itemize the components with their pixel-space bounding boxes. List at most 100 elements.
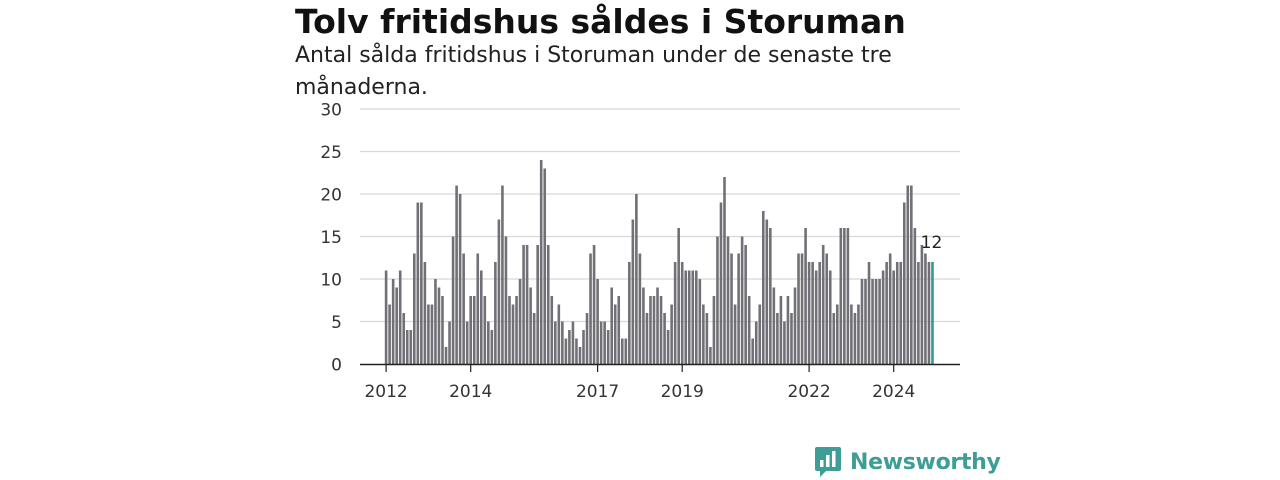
bar xyxy=(807,262,811,364)
bar xyxy=(712,296,716,364)
bar xyxy=(645,313,649,364)
x-tick-label: 2012 xyxy=(364,382,407,402)
bar xyxy=(434,279,437,364)
bar xyxy=(416,202,420,364)
bar xyxy=(472,296,476,364)
bar xyxy=(539,160,543,364)
bar xyxy=(839,228,843,364)
bar xyxy=(786,296,790,364)
bar xyxy=(441,296,444,364)
bar xyxy=(384,270,388,364)
bar xyxy=(702,304,705,364)
bar xyxy=(828,270,832,364)
bar xyxy=(737,253,740,364)
bar xyxy=(677,228,680,364)
bar xyxy=(642,287,645,364)
bar xyxy=(874,279,878,364)
x-tick-label: 2022 xyxy=(787,382,830,402)
bar xyxy=(395,287,398,364)
bar xyxy=(469,296,472,364)
bar xyxy=(522,245,525,364)
bar xyxy=(589,253,592,364)
bar xyxy=(818,262,821,364)
bar xyxy=(451,236,455,364)
bar xyxy=(649,296,652,364)
bar xyxy=(843,228,846,364)
bar xyxy=(917,262,920,364)
bar xyxy=(427,304,430,364)
bar xyxy=(751,338,754,364)
bar xyxy=(680,262,684,364)
y-tick-label: 5 xyxy=(331,313,342,333)
bar xyxy=(525,245,529,364)
x-tick-label: 2019 xyxy=(661,382,704,402)
bar xyxy=(476,253,480,364)
bar xyxy=(670,304,673,364)
bar xyxy=(885,262,888,364)
bar xyxy=(458,194,462,364)
bar xyxy=(867,262,871,364)
bar xyxy=(758,304,762,364)
bar xyxy=(783,321,786,364)
bar xyxy=(754,321,758,364)
bar xyxy=(821,245,825,364)
bar xyxy=(899,262,903,364)
y-axis-ticks: 0 5 10 15 20 25 30 xyxy=(320,101,342,376)
bar xyxy=(529,287,532,364)
bar xyxy=(564,338,568,364)
bar xyxy=(617,296,621,364)
bar xyxy=(596,279,599,364)
bar xyxy=(659,296,663,364)
bar xyxy=(508,296,511,364)
bar xyxy=(723,177,726,364)
bar xyxy=(610,287,613,364)
bar xyxy=(910,185,913,364)
bar xyxy=(857,304,860,364)
bar xyxy=(871,279,874,364)
bar xyxy=(684,270,688,364)
brand-name: Newsworthy xyxy=(850,449,1001,475)
bar xyxy=(511,304,515,364)
bar xyxy=(726,236,730,364)
bar xyxy=(716,236,719,364)
bar xyxy=(797,253,800,364)
bar xyxy=(420,202,423,364)
bar xyxy=(920,245,924,364)
bar xyxy=(747,296,751,364)
bar xyxy=(913,228,917,364)
bar xyxy=(613,304,617,364)
bar xyxy=(448,321,451,364)
bar xyxy=(666,330,670,364)
bar xyxy=(599,321,603,364)
bar xyxy=(878,279,881,364)
bar xyxy=(455,185,458,364)
newsworthy-logo-icon xyxy=(815,447,841,477)
bar xyxy=(906,185,910,364)
bar xyxy=(733,304,737,364)
bar xyxy=(779,296,783,364)
y-tick-label: 20 xyxy=(320,186,342,206)
bar-highlighted xyxy=(931,262,934,364)
bar xyxy=(561,321,564,364)
bar xyxy=(698,279,702,364)
bar xyxy=(483,296,487,364)
bar xyxy=(603,321,606,364)
bar xyxy=(465,321,469,364)
bar xyxy=(635,194,638,364)
bar xyxy=(895,262,899,364)
bar xyxy=(881,270,885,364)
bar xyxy=(543,168,547,364)
bar xyxy=(606,330,610,364)
chart-title: Tolv fritidshus såldes i Storuman xyxy=(295,2,906,41)
bar xyxy=(494,262,497,364)
bar xyxy=(550,296,554,364)
bar xyxy=(409,330,413,364)
bar xyxy=(501,185,504,364)
y-tick-label: 30 xyxy=(320,101,342,121)
annotations: 12 xyxy=(921,233,943,253)
newsworthy-logo: Newsworthy xyxy=(814,446,1001,478)
bar xyxy=(850,304,853,364)
bar xyxy=(444,347,448,364)
bar xyxy=(691,270,695,364)
